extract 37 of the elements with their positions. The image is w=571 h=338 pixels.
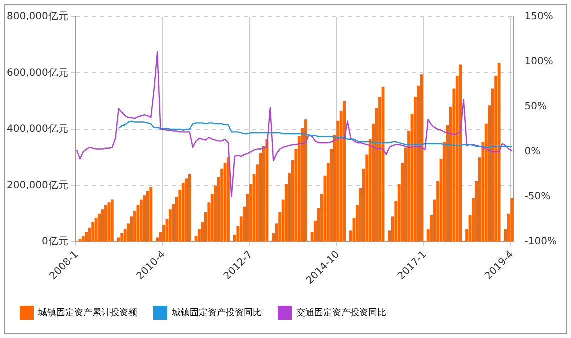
y-tick-label: 600,000亿元 — [6, 68, 68, 79]
bar — [459, 64, 462, 242]
legend-label: 交通固定资产投资同比 — [296, 307, 386, 318]
bar — [98, 214, 101, 242]
bar — [185, 178, 188, 242]
bar — [182, 182, 185, 242]
y2-tick-label: 0% — [524, 146, 541, 158]
bar — [104, 205, 108, 242]
bar — [140, 200, 143, 242]
legend-label: 城镇固定资产累计投资额 — [38, 307, 138, 318]
bar — [343, 101, 346, 242]
bar — [146, 191, 150, 242]
legend-label: 城镇固定资产投资同比 — [171, 307, 262, 318]
y2-tick-label: 150% — [524, 12, 554, 23]
y-tick-label: 800,000亿元 — [6, 12, 68, 23]
bar — [117, 238, 120, 242]
bar — [266, 139, 269, 242]
bar — [227, 158, 230, 242]
bar — [92, 222, 95, 242]
bar — [85, 232, 88, 242]
bar — [188, 174, 192, 242]
y2-tick-label: 50% — [524, 102, 548, 113]
y-tick-label: 200,000亿元 — [6, 180, 68, 192]
y2-tick-label: 100% — [524, 56, 554, 68]
bar — [510, 198, 514, 242]
y-tick-label: 400,000亿元 — [6, 124, 68, 136]
bar — [150, 187, 153, 242]
y-tick-label: 0亿元 — [42, 236, 68, 248]
bar — [110, 200, 114, 242]
bar — [82, 236, 85, 242]
y2-tick-label: -50% — [524, 192, 551, 203]
bar — [120, 234, 124, 242]
bar — [420, 74, 424, 242]
bar — [143, 196, 146, 242]
bar — [304, 120, 308, 242]
y2-tick-label: -100% — [524, 236, 558, 248]
bar — [94, 218, 98, 242]
